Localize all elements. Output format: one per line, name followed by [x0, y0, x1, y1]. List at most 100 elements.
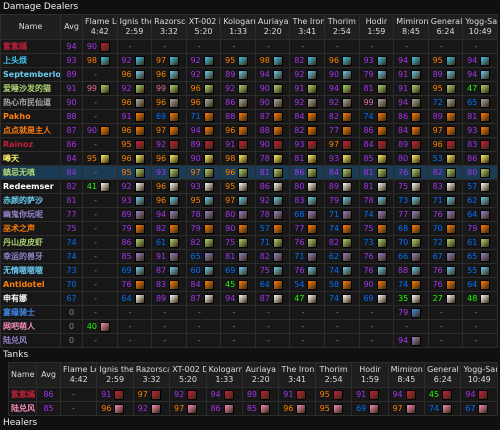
column-time: 3:32 — [159, 27, 178, 36]
player-name: 幸运的兽牙 — [0, 249, 61, 264]
parse-value: 85 — [121, 252, 132, 261]
average: 74 — [60, 249, 83, 264]
parse-cell: - — [82, 67, 118, 82]
spec-icon — [238, 181, 249, 192]
parse-cell: 40 — [82, 319, 118, 334]
parse-cell: 74 — [324, 291, 360, 306]
spec-icon — [203, 195, 214, 206]
parse-value: 82 — [328, 238, 340, 247]
parse-cell: 53 — [427, 151, 464, 166]
parse-value: 72 — [432, 238, 443, 247]
parse-cell: 35 — [393, 291, 429, 306]
parse-cell: - — [59, 387, 98, 402]
parse-value: 64 — [259, 280, 270, 289]
parse-cell: 91 — [220, 137, 256, 152]
parse-value: - — [232, 308, 236, 317]
parse-cell: 90 — [324, 67, 360, 82]
parse-value: - — [94, 210, 97, 219]
parse-value: 69 — [363, 294, 374, 303]
spec-icon — [272, 139, 283, 150]
parse-value: 90 — [259, 140, 270, 149]
parse-value: 86 — [225, 98, 236, 107]
player-name: 幽鬼你玩呢 — [0, 207, 61, 222]
parse-cell: - — [116, 319, 153, 334]
parse-value: 81 — [363, 168, 374, 177]
parse-value: 94 — [225, 294, 236, 303]
parse-cell: 96 — [185, 81, 222, 96]
average: 82 — [60, 179, 83, 194]
parse-value: 83 — [155, 280, 167, 289]
parse-cell: 92 — [151, 137, 187, 152]
parse-value: 79 — [467, 224, 478, 233]
parse-value: 94 — [328, 84, 340, 93]
parse-cell: 92 — [185, 67, 222, 82]
spec-icon — [411, 237, 422, 248]
spec-icon — [134, 55, 145, 66]
parse-cell: 81 — [220, 249, 256, 264]
parse-value: 95 — [225, 182, 236, 191]
parse-cell: 94 — [393, 53, 429, 68]
parse-cell: 90 — [254, 137, 291, 152]
spec-icon — [203, 293, 214, 304]
spec-icon — [169, 97, 180, 108]
spec-icon — [134, 265, 145, 276]
parse-cell: 91 — [96, 387, 134, 402]
parse-value: 40 — [86, 322, 97, 331]
column-time: 5:20 — [194, 27, 213, 36]
spec-icon — [376, 293, 387, 304]
spec-icon — [307, 181, 318, 192]
parse-value: 92 — [225, 84, 236, 93]
average: 81 — [60, 193, 83, 208]
parse-cell: 71 — [427, 193, 464, 208]
parse-value: - — [370, 42, 374, 51]
parse-value: 47 — [467, 84, 478, 93]
parse-value: 67 — [465, 404, 476, 413]
parse-value: 75 — [225, 238, 236, 247]
spec-icon — [342, 153, 353, 164]
parse-value: 94 — [259, 70, 270, 79]
parse-cell: - — [82, 291, 118, 306]
spec-icon — [376, 195, 387, 206]
parse-cell: - — [427, 319, 464, 334]
spec-icon — [342, 279, 353, 290]
parse-value: 95 — [190, 196, 201, 205]
parse-cell: 83 — [427, 179, 464, 194]
parse-cell: 92 — [289, 95, 326, 110]
spec-icon — [238, 83, 249, 94]
parse-value: - — [197, 336, 201, 345]
spec-icon — [480, 265, 491, 276]
parse-value: 71 — [294, 252, 305, 261]
parse-value: 76 — [294, 266, 305, 275]
parse-cell: 87 — [254, 291, 291, 306]
parse-cell: 81 — [462, 109, 498, 124]
spec-icon — [134, 195, 145, 206]
spec-icon — [169, 279, 180, 290]
parse-value: 45 — [225, 280, 236, 289]
spec-icon — [272, 167, 283, 178]
parse-cell: 66 — [393, 249, 429, 264]
spec-icon — [238, 279, 249, 290]
parse-value: 62 — [467, 196, 478, 205]
parse-cell: 86 — [289, 165, 326, 180]
parse-value: - — [72, 404, 75, 413]
spec-icon — [238, 97, 249, 108]
parse-cell: - — [116, 39, 153, 54]
parse-cell: 86 — [393, 109, 429, 124]
parse-cell: 85 — [242, 401, 280, 416]
spec-icon — [411, 181, 422, 192]
parse-cell: - — [185, 319, 222, 334]
parse-cell: 62 — [324, 249, 360, 264]
spec-icon — [272, 69, 283, 80]
spec-icon — [203, 209, 214, 220]
parse-value: 84 — [190, 280, 201, 289]
parse-value: 91 — [294, 84, 305, 93]
parse-value: 95 — [86, 154, 97, 163]
spec-icon — [307, 237, 318, 248]
parse-cell: 89 — [185, 137, 222, 152]
parse-value: - — [439, 42, 443, 51]
parse-value: 96 — [283, 404, 294, 413]
parse-value: - — [474, 336, 478, 345]
parse-cell: 90 — [254, 95, 291, 110]
